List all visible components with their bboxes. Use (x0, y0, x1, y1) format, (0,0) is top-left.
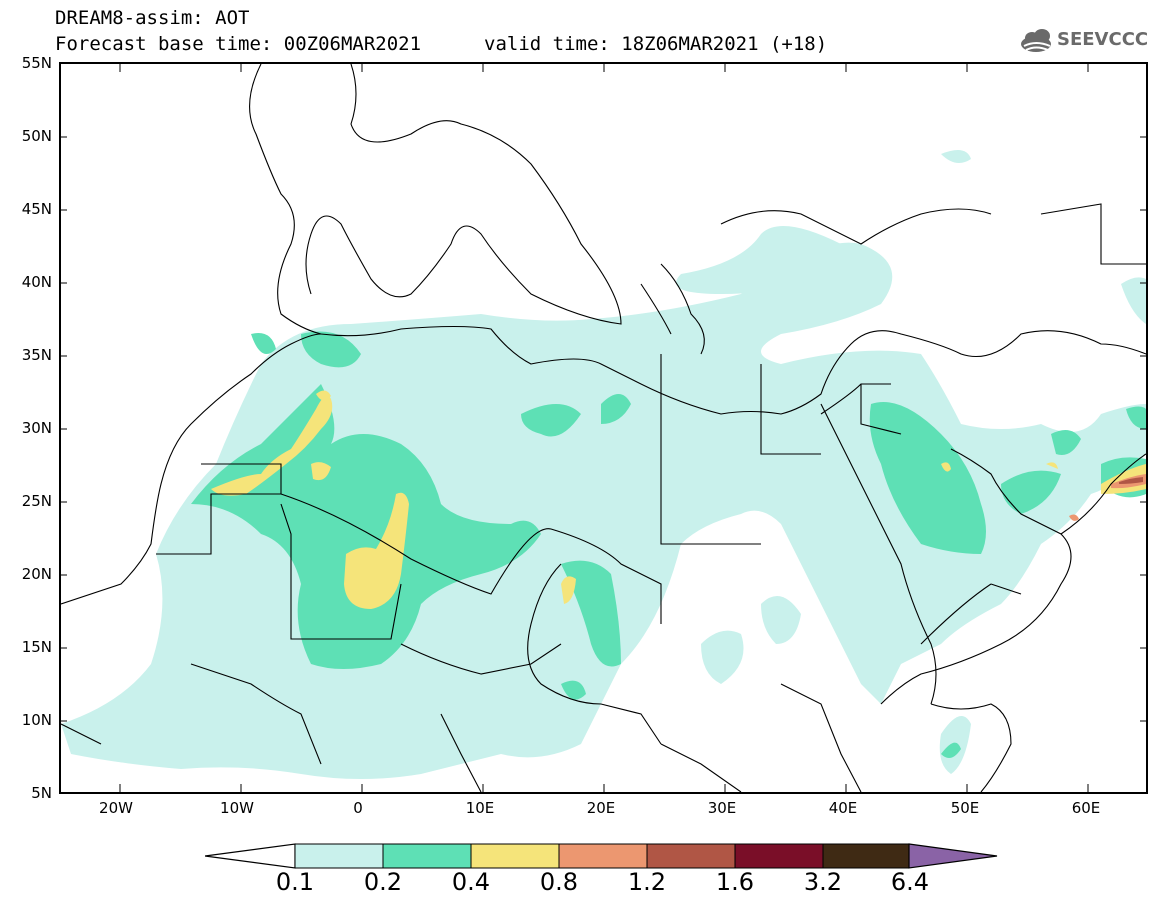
colorbar-bin-0-8 (558, 843, 648, 869)
colorbar-bin-0-4 (470, 843, 560, 869)
lon-label-10e: 10E (465, 799, 495, 817)
lat-label-45n: 45N (21, 200, 52, 218)
lat-label-50n: 50N (21, 127, 52, 145)
aot-level-0-2 (191, 331, 1146, 758)
lat-label-20n: 20N (21, 565, 52, 583)
colorbar-bin-1-6 (734, 843, 824, 869)
lat-label-25n: 25N (21, 492, 52, 510)
coastlines-borders (61, 64, 1146, 792)
graticule-ticks (61, 64, 1146, 792)
aot-level-1-2 (1119, 477, 1143, 484)
chart-title: DREAM8-assim: AOT (55, 7, 250, 29)
colorbar-bin-0-1 (294, 843, 384, 869)
forecast-base-time: Forecast base time: 00Z06MAR2021 (55, 33, 422, 55)
lon-label-50e: 50E (950, 799, 980, 817)
colorbar-over-arrow (908, 843, 998, 869)
cloud-logo-icon (1021, 29, 1051, 52)
lon-label-30e: 30E (707, 799, 737, 817)
lat-label-5n: 5N (31, 784, 52, 802)
colorbar-label-1-2: 1.2 (627, 868, 667, 896)
valid-time: valid time: 18Z06MAR2021 (+18) (484, 33, 828, 55)
colorbar-bin-1-2 (646, 843, 736, 869)
colorbar-label-0-2: 0.2 (363, 868, 403, 896)
colorbar-label-0-4: 0.4 (451, 868, 491, 896)
colorbar-label-0-1: 0.1 (275, 868, 315, 896)
aot-map-svg (61, 64, 1146, 792)
lat-label-30n: 30N (21, 419, 52, 437)
lon-label-40e: 40E (828, 799, 858, 817)
lat-label-55n: 55N (21, 54, 52, 72)
lon-label-20w: 20W (99, 799, 133, 817)
colorbar-bin-3-2 (822, 843, 910, 869)
lat-label-10n: 10N (21, 711, 52, 729)
lat-label-15n: 15N (21, 638, 52, 656)
colorbar-bin-0-2 (382, 843, 472, 869)
lon-label-0: 0 (353, 799, 363, 817)
colorbar-label-6-4: 6.4 (890, 868, 930, 896)
colorbar-label-1-6: 1.6 (715, 868, 755, 896)
lon-label-10w: 10W (220, 799, 254, 817)
logo-text: SEEVCCC (1057, 29, 1149, 50)
lat-label-40n: 40N (21, 273, 52, 291)
colorbar-label-3-2: 3.2 (803, 868, 843, 896)
lat-label-35n: 35N (21, 346, 52, 364)
colorbar (205, 843, 998, 869)
colorbar-label-0-8: 0.8 (539, 868, 579, 896)
aot-map (59, 62, 1148, 794)
colorbar-under-arrow (205, 843, 296, 869)
lon-label-60e: 60E (1071, 799, 1101, 817)
lon-label-20e: 20E (586, 799, 616, 817)
